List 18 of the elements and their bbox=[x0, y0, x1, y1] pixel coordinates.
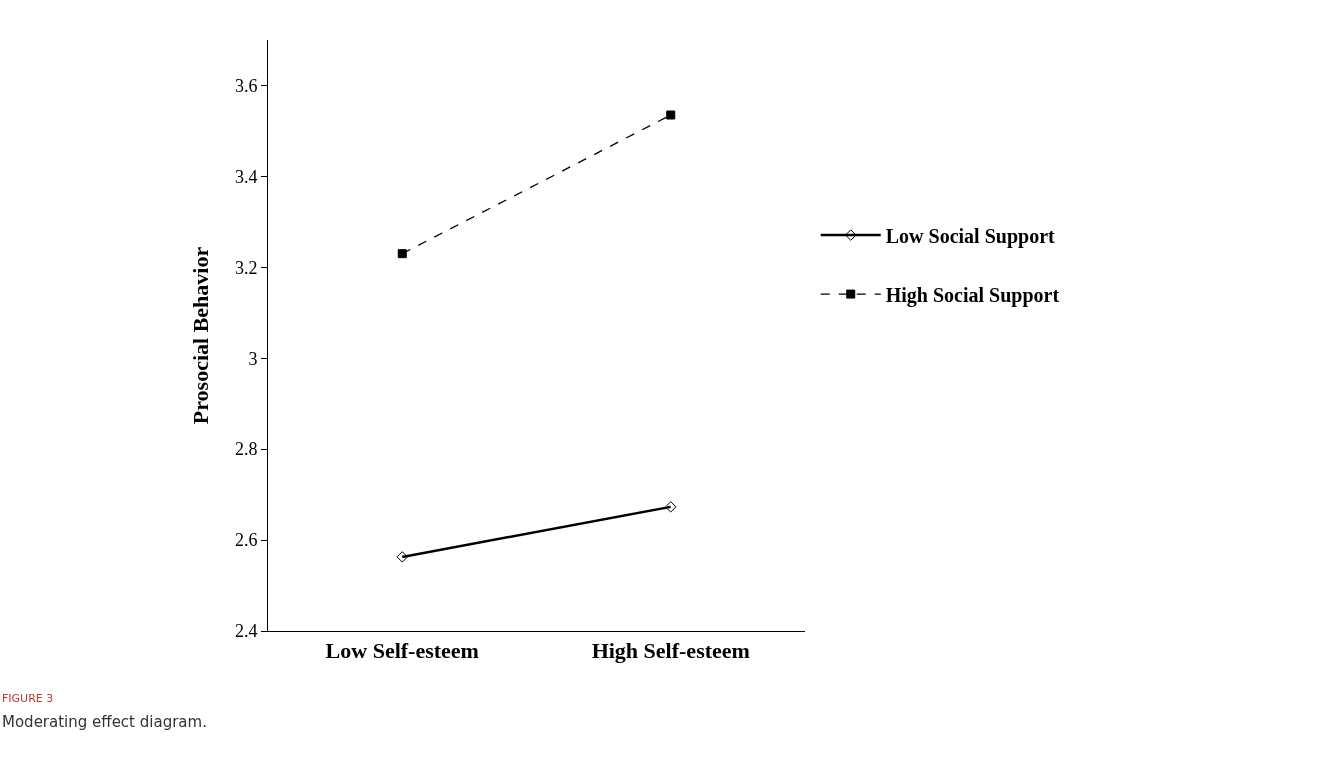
point bbox=[665, 501, 677, 513]
y-tick-label: 3 bbox=[248, 348, 258, 369]
y-tick-label: 3.6 bbox=[234, 75, 258, 96]
y-axis-title: Prosocial Behavior bbox=[187, 246, 213, 425]
legend-label: High Social Support bbox=[885, 283, 1060, 307]
y-tick-label: 2.4 bbox=[234, 621, 258, 642]
legend-label: Low Social Support bbox=[885, 224, 1056, 248]
point bbox=[666, 110, 676, 120]
point bbox=[396, 551, 408, 563]
y-tick-label: 3.2 bbox=[234, 257, 258, 278]
y-tick-label: 2.8 bbox=[234, 439, 258, 460]
caption: FIGURE 3 bbox=[2, 692, 54, 705]
x-tick-label: High Self-esteem bbox=[591, 638, 750, 664]
point bbox=[397, 249, 407, 259]
y-tick-label: 2.6 bbox=[234, 530, 258, 551]
text: Moderating effect diagram. bbox=[2, 713, 207, 731]
y-tick-label: 3.4 bbox=[234, 166, 258, 187]
x-tick-label: Low Self-esteem bbox=[325, 638, 479, 664]
